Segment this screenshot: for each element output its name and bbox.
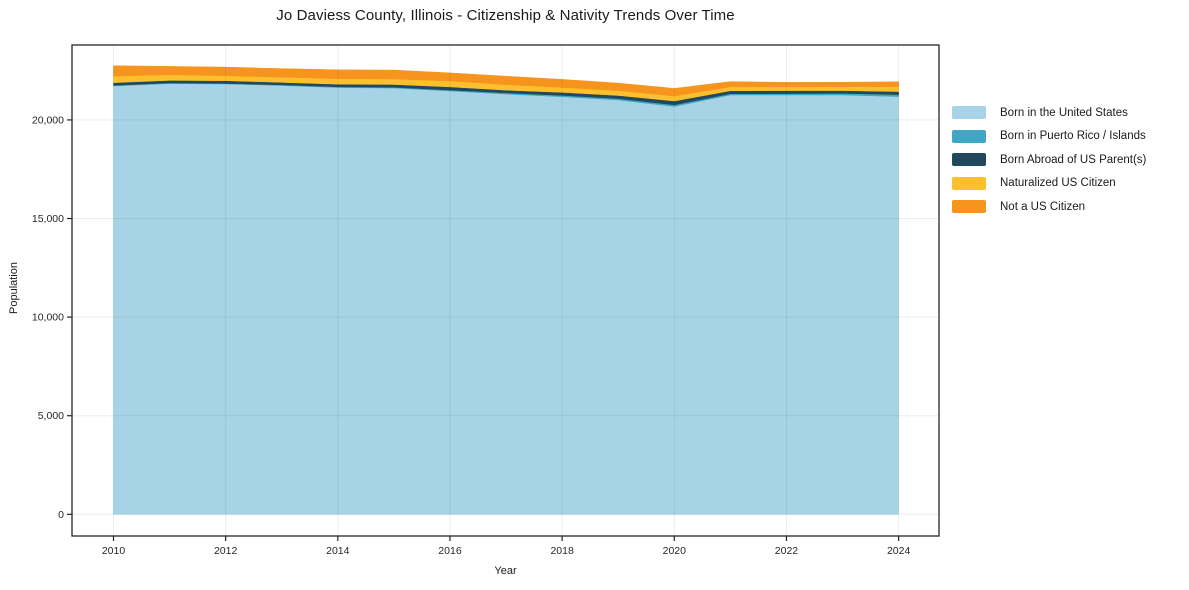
stacked-areas (113, 65, 899, 515)
x-tick-label: 2014 (326, 545, 350, 557)
legend-label: Born in the United States (1000, 106, 1128, 119)
legend-item-not-a-us-citizen: Not a US Citizen (952, 200, 1146, 213)
x-tick-label: 2018 (550, 545, 574, 557)
legend-swatch (952, 176, 986, 190)
legend-item-born-abroad-of-us-parent-s: Born Abroad of US Parent(s) (952, 153, 1146, 166)
plot-border (71, 44, 940, 537)
y-tick-label: 10,000 (32, 312, 64, 324)
x-tick-label: 2024 (887, 545, 911, 557)
area-born-in-the-united-states (113, 83, 899, 515)
legend-label: Not a US Citizen (1000, 200, 1086, 213)
axis-ticks (67, 119, 900, 541)
gridlines (72, 45, 939, 536)
legend-item-naturalized-us-citizen: Naturalized US Citizen (952, 176, 1146, 190)
y-tick-label: 20,000 (32, 114, 64, 126)
legend: Born in the United States Born in Puerto … (952, 106, 1146, 224)
y-tick-label: 0 (58, 509, 64, 521)
x-tick-label: 2016 (438, 545, 462, 557)
area-not-a-us-citizen (113, 65, 899, 97)
legend-swatch (952, 106, 986, 119)
x-tick-label: 2012 (214, 545, 238, 557)
x-tick-label: 2010 (102, 545, 126, 557)
legend-swatch (952, 129, 986, 143)
legend-label: Born Abroad of US Parent(s) (1000, 153, 1147, 166)
x-axis-label: Year (494, 565, 517, 577)
x-tick-label: 2022 (775, 545, 799, 557)
tick-labels: 2010 2012 2014 2016 2018 2020 2022 2024 0 5,000 10… (32, 114, 911, 557)
chart-title: Jo Daviess County, Illinois - Citizenshi… (276, 7, 735, 24)
legend-swatch (952, 200, 986, 213)
legend-item-born-in-the-united-states: Born in the United States (952, 106, 1146, 119)
y-tick-label: 5,000 (38, 410, 64, 422)
legend-label: Born in Puerto Rico / Islands (1000, 130, 1146, 142)
y-tick-label: 15,000 (32, 213, 64, 225)
legend-item-born-in-puerto-rico-islands: Born in Puerto Rico / Islands (952, 129, 1146, 143)
x-tick-label: 2020 (663, 545, 687, 557)
legend-label: Naturalized US Citizen (1000, 177, 1116, 189)
legend-swatch (952, 153, 986, 166)
